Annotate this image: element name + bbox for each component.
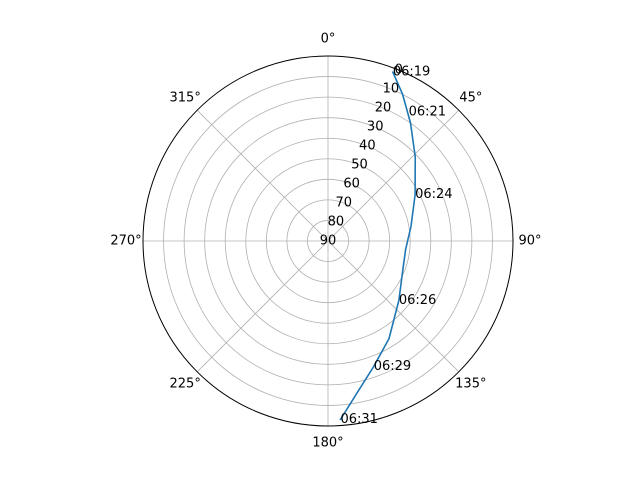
time-annotation: 06:19 bbox=[393, 65, 430, 80]
grid-spoke-315 bbox=[196, 109, 329, 242]
grid-layer bbox=[143, 56, 513, 426]
time-annotation: 06:24 bbox=[415, 187, 452, 202]
theta-tick-label: 270° bbox=[110, 234, 141, 249]
r-tick-label: 40 bbox=[359, 139, 376, 154]
r-tick-label: 20 bbox=[375, 101, 392, 116]
theta-tick-label: 45° bbox=[459, 91, 482, 106]
series-layer bbox=[339, 71, 417, 421]
time-annotation: 06:29 bbox=[374, 359, 411, 374]
time-annotation: 06:31 bbox=[340, 412, 377, 427]
r-tick-label: 60 bbox=[343, 177, 360, 192]
theta-tick-label: 225° bbox=[170, 376, 201, 391]
theta-tick-label: 135° bbox=[455, 376, 486, 391]
label-layer: 0° 45° 90° 135° 180° 225° 270° 315° 0 10 20 30 40 50 6… bbox=[110, 32, 541, 451]
r-tick-label: 90 bbox=[320, 234, 337, 249]
r-tick-label: 70 bbox=[335, 196, 352, 211]
series-line bbox=[339, 71, 417, 421]
theta-tick-label: 315° bbox=[170, 91, 201, 106]
r-tick-label: 50 bbox=[351, 158, 368, 173]
theta-tick-label: 0° bbox=[321, 32, 336, 47]
r-tick-label: 10 bbox=[383, 82, 400, 97]
r-tick-label: 30 bbox=[367, 120, 384, 135]
r-tick-label: 0 bbox=[395, 63, 403, 78]
theta-tick-label: 180° bbox=[312, 436, 343, 451]
theta-tick-label: 90° bbox=[518, 234, 541, 249]
r-tick-label: 80 bbox=[328, 215, 345, 230]
grid-spoke-225 bbox=[196, 240, 329, 373]
polar-frame bbox=[142, 55, 514, 427]
time-annotation: 06:21 bbox=[409, 105, 446, 120]
time-annotation: 06:26 bbox=[399, 293, 436, 308]
grid-spoke-135 bbox=[327, 240, 460, 373]
grid-spoke-45 bbox=[327, 109, 460, 242]
